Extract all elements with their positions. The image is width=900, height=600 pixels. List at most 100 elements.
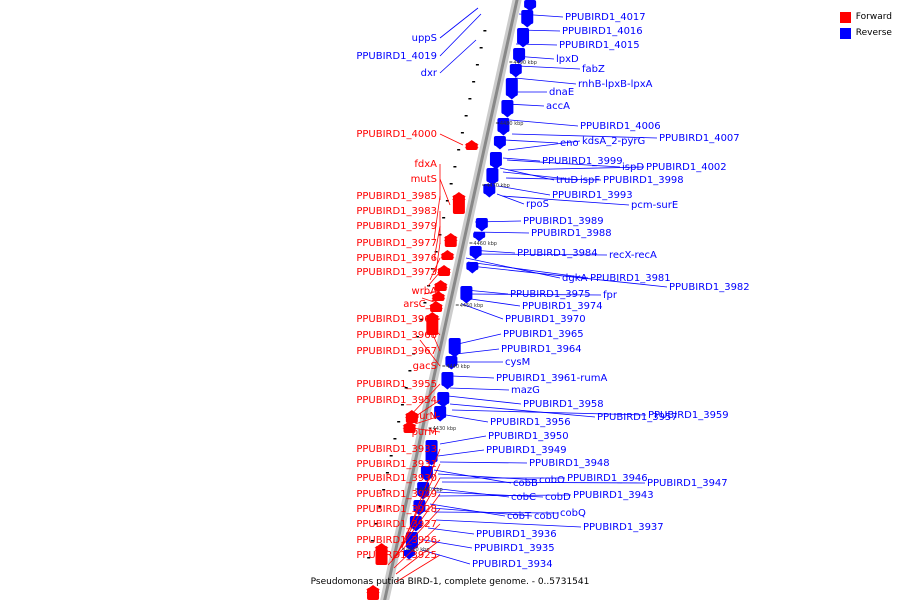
reverse-connector-line (511, 133, 658, 139)
forward-gene-arrow (440, 250, 455, 255)
forward-gene-arrow (429, 304, 444, 309)
scale-tick-label: 4420 kbp (419, 487, 443, 493)
reverse-gene-block (505, 78, 518, 96)
reverse-label-ppubird1-3965: PPUBIRD1_3965 (503, 329, 584, 340)
reverse-gene-arrow (473, 236, 486, 242)
reverse-connector-line (435, 491, 544, 498)
reverse-gene-arrow (489, 164, 502, 170)
reverse-gene-block (441, 372, 454, 386)
reverse-connector-line (467, 293, 602, 296)
forward-gene-arrow (451, 192, 466, 197)
reverse-connector-line (439, 413, 489, 423)
reverse-connector-line (467, 261, 589, 279)
reverse-gene-block (425, 440, 438, 462)
minor-feature-mark (457, 149, 461, 151)
scale-tick-label: 4460 kbp (473, 241, 497, 247)
reverse-gene-arrow (505, 94, 518, 100)
forward-connector-line (419, 339, 441, 367)
forward-label-ppubird1-3977: PPUBIRD1_3977 (356, 238, 437, 249)
forward-label-ppubird1-3973: PPUBIRD1_3973 (356, 267, 437, 278)
reverse-label-ppubird1-4017: PPUBIRD1_4017 (565, 12, 646, 23)
reverse-connector-line (518, 13, 564, 18)
reverse-connector-line (449, 403, 596, 418)
forward-connector-line (425, 317, 441, 320)
minor-feature-mark (389, 455, 393, 457)
reverse-gene-arrow (513, 58, 526, 64)
forward-connector-line (395, 477, 441, 557)
legend-label-reverse: Reverse (855, 28, 892, 38)
minor-feature-mark (415, 336, 419, 338)
reverse-gene-arrow (521, 22, 534, 28)
reverse-gene-block (509, 64, 522, 74)
reverse-gene-arrow (413, 510, 426, 516)
forward-label-fdxa: fdxA (414, 159, 437, 170)
reverse-gene-block (497, 118, 510, 132)
reverse-connector-line (433, 469, 512, 484)
minor-feature-mark (434, 251, 438, 253)
reverse-connector-line (506, 159, 621, 168)
reverse-connector-line (513, 55, 555, 60)
reverse-connector-line (457, 333, 502, 345)
reverse-label-ppubird1-3950: PPUBIRD1_3950 (488, 431, 569, 442)
forward-connector-line (395, 554, 441, 583)
reverse-gene-arrow (501, 112, 514, 118)
forward-gene-arrow (404, 410, 419, 415)
reverse-gene-arrow (486, 180, 499, 186)
minor-feature-mark (370, 540, 374, 542)
reverse-label-cysm: cysM (505, 357, 530, 368)
forward-label-ppubird1-3954: PPUBIRD1_3954 (356, 395, 437, 406)
reverse-gene-block (521, 10, 534, 24)
legend-item-forward: Forward (839, 9, 892, 25)
reverse-gene-arrow (493, 144, 506, 150)
forward-gene-arrow (425, 312, 440, 317)
forward-label-arsc-2: arsC_2 (403, 299, 437, 310)
scale-tick-label: 4430 kbp (433, 426, 457, 432)
minor-feature-mark (385, 472, 389, 474)
forward-gene-arrow (464, 143, 479, 148)
scale-tick-label: 4470 kbp (486, 183, 510, 189)
minor-feature-mark (393, 438, 397, 440)
reverse-gene-block (475, 218, 488, 228)
reverse-connector-line (439, 435, 487, 445)
reverse-connector-line (499, 167, 555, 181)
reverse-gene-arrow (403, 554, 416, 560)
reverse-label-ppubird1-3961-ruma: PPUBIRD1_3961-rumA (496, 373, 607, 384)
reverse-label-ppubird1-3988: PPUBIRD1_3988 (531, 228, 612, 239)
forward-label-ppubird1-3927: PPUBIRD1_3927 (356, 519, 437, 530)
forward-connector-line (439, 7, 479, 39)
reverse-label-ppubird1-3948: PPUBIRD1_3948 (529, 458, 610, 469)
reverse-label-dgka: dgkA (562, 273, 587, 284)
forward-label-ppubird1-3928: PPUBIRD1_3928 (356, 504, 437, 515)
reverse-connector-line (509, 119, 579, 127)
reverse-label-rnhb-lpxb-lpxa: rnhB-lpxB-lpxA (578, 79, 653, 90)
forward-gene-arrow (374, 546, 389, 551)
reverse-gene-arrow (509, 72, 522, 78)
reverse-connector-line (437, 494, 572, 497)
minor-feature-mark (408, 370, 412, 372)
forward-label-ppubird1-3929: PPUBIRD1_3929 (356, 489, 437, 500)
minor-feature-mark (423, 302, 427, 304)
reverse-connector-line (437, 473, 538, 481)
forward-label-ppubird1-3985: PPUBIRD1_3985 (356, 191, 437, 202)
reverse-connector-line (496, 193, 525, 205)
minor-feature-mark (479, 47, 483, 49)
reverse-connector-line (427, 527, 475, 535)
reverse-connector-line (474, 220, 522, 223)
reverse-label-ppubird1-3934: PPUBIRD1_3934 (472, 559, 553, 570)
reverse-gene-arrow (441, 384, 454, 390)
reverse-connector-line (439, 461, 528, 464)
minor-feature-mark (400, 404, 404, 406)
backbone-layer (380, 0, 522, 600)
forward-label-ppubird1-3955: PPUBIRD1_3955 (356, 379, 437, 390)
reverse-connector-line (465, 289, 509, 295)
reverse-label-ppubird1-3949: PPUBIRD1_3949 (486, 445, 567, 456)
reverse-label-ppubird1-3936: PPUBIRD1_3936 (476, 529, 557, 540)
forward-gene-arrow (437, 265, 452, 270)
reverse-label-ppubird1-3959: PPUBIRD1_3959 (648, 410, 729, 421)
reverse-label-mazg: mazG (511, 385, 540, 396)
reverse-label-rpos: rpoS (526, 199, 549, 210)
reverse-label-cobo: cobO (539, 475, 565, 486)
forward-connector-line (401, 448, 441, 549)
forward-connector-line (427, 271, 441, 287)
